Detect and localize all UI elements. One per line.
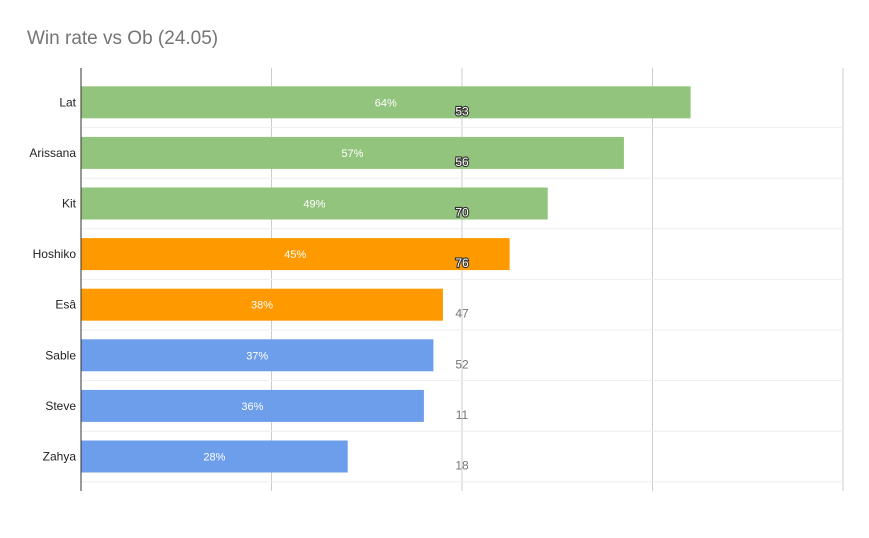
bar-value-label: 49% bbox=[303, 199, 325, 211]
bar bbox=[81, 389, 424, 422]
category-label: Zahya bbox=[43, 450, 77, 464]
count-label: 53 bbox=[455, 104, 469, 118]
bar-value-label: 28% bbox=[203, 452, 225, 464]
category-label: Sable bbox=[45, 348, 76, 362]
count-label: 56 bbox=[455, 155, 469, 169]
category-label: Arissana bbox=[29, 146, 76, 160]
bar bbox=[81, 86, 691, 119]
bar bbox=[81, 136, 624, 169]
count-label: 76 bbox=[455, 256, 469, 270]
bar bbox=[81, 288, 443, 321]
category-label: Hoshiko bbox=[33, 247, 77, 261]
count-label: 70 bbox=[455, 206, 469, 220]
count-label: 47 bbox=[455, 307, 469, 321]
bar bbox=[81, 339, 434, 372]
count-label: 18 bbox=[455, 459, 469, 473]
count-label: 11 bbox=[456, 408, 469, 422]
category-label: Esâ bbox=[55, 298, 76, 312]
bar-value-label: 37% bbox=[246, 350, 268, 362]
bar bbox=[81, 187, 548, 220]
bar-value-label: 64% bbox=[375, 97, 397, 109]
chart-title: Win rate vs Ob (24.05) bbox=[27, 28, 219, 49]
bar bbox=[81, 440, 348, 473]
bar bbox=[81, 238, 510, 271]
bar-value-label: 57% bbox=[341, 148, 363, 160]
bar-value-label: 45% bbox=[284, 249, 306, 261]
category-label: Lat bbox=[59, 95, 76, 109]
count-label: 52 bbox=[455, 357, 469, 371]
bar-value-label: 36% bbox=[241, 401, 263, 413]
bar-value-label: 38% bbox=[251, 300, 273, 312]
category-label: Kit bbox=[62, 197, 77, 211]
category-label: Steve bbox=[45, 399, 76, 413]
